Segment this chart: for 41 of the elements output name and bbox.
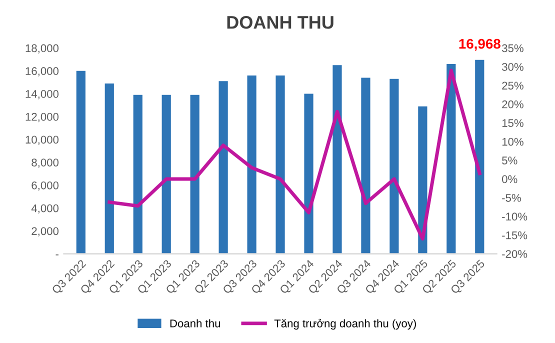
y-tick-label: 6,000 xyxy=(32,181,59,191)
bar xyxy=(133,94,142,254)
bar xyxy=(104,83,114,254)
y2-tick-label: 30% xyxy=(502,62,524,71)
y-tick-label: 14,000 xyxy=(26,90,59,100)
y-tick-label: 12,000 xyxy=(26,112,59,122)
legend-label: Doanh thu xyxy=(170,319,220,328)
y2-tick-label: -10% xyxy=(502,212,528,221)
y2-tick-label: 0% xyxy=(502,175,518,184)
y2-tick-label: -20% xyxy=(502,250,528,258)
bar xyxy=(446,64,456,254)
bar xyxy=(304,94,314,254)
y2-tick-label: 10% xyxy=(502,138,524,146)
chart-title: DOANH THU xyxy=(227,16,334,29)
legend-label: Tăng trưởng doanh thu (yoy) xyxy=(274,318,416,330)
bar xyxy=(247,75,256,254)
y2-tick-label: 25% xyxy=(502,82,524,90)
y-tick-label: - xyxy=(56,254,58,256)
bar xyxy=(276,75,285,254)
y-tick-label: 10,000 xyxy=(26,136,59,145)
bar xyxy=(162,94,171,254)
bar xyxy=(361,78,370,254)
y2-tick-label: 20% xyxy=(502,100,524,108)
y-tick-label: 8,000 xyxy=(32,158,59,168)
y2-tick-label: 5% xyxy=(502,156,518,164)
bar xyxy=(475,60,484,254)
y-tick-label: 16,000 xyxy=(26,67,59,76)
y2-tick-label: -5% xyxy=(502,194,521,202)
bar xyxy=(332,65,342,254)
bar xyxy=(190,94,200,254)
y2-tick-label: -15% xyxy=(502,231,528,240)
line-series xyxy=(108,68,482,241)
bar xyxy=(390,78,399,254)
y-tick-label: 18,000 xyxy=(26,44,59,54)
bar xyxy=(76,70,86,254)
y2-tick-label: 35% xyxy=(502,44,524,52)
y-tick-label: 2,000 xyxy=(32,227,59,236)
data-label: 16,968 xyxy=(459,38,500,51)
y2-tick-label: 15% xyxy=(502,119,524,127)
y-tick-label: 4,000 xyxy=(31,204,59,214)
bar xyxy=(218,81,228,254)
